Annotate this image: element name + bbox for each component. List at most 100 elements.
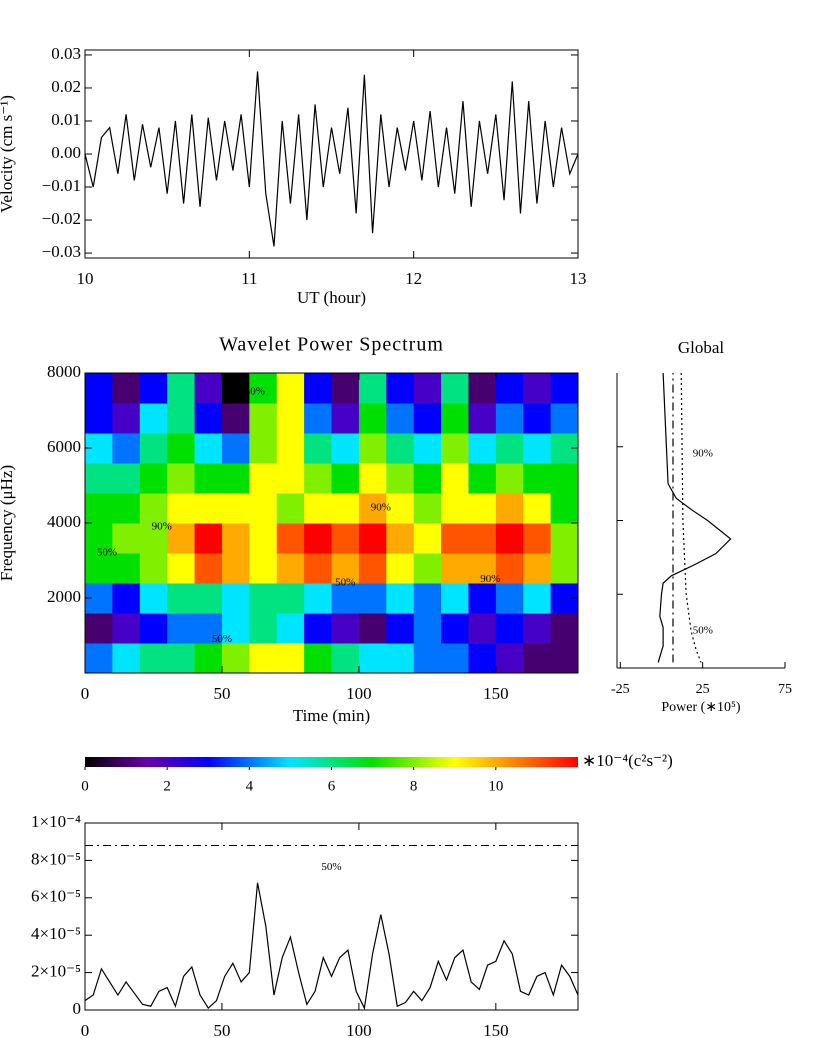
heatmap-cell: [276, 553, 305, 584]
contour-label: 90%: [371, 502, 391, 514]
y-tick-label: 4000: [47, 512, 81, 531]
heatmap-cell: [304, 613, 332, 644]
heatmap-cell: [276, 373, 305, 404]
x-tick-label: 0: [81, 684, 90, 703]
y-tick-label: 0.00: [51, 143, 81, 162]
heatmap-cell: [249, 523, 278, 554]
heatmap-cell: [249, 613, 278, 644]
heatmap-cell: [112, 403, 141, 434]
heatmap-cell: [194, 553, 223, 584]
heatmap-cell: [249, 373, 278, 404]
heatmap-cell: [386, 523, 415, 554]
heatmap-cell: [249, 433, 278, 464]
profile-line: [657, 373, 732, 663]
x-tick-label: 10: [77, 269, 94, 288]
data-line: [85, 71, 578, 247]
heatmap-cell: [495, 373, 524, 404]
heatmap-cell: [194, 463, 223, 494]
heatmap-cell: [331, 463, 360, 494]
heatmap-cell: [468, 553, 497, 584]
heatmap-cell: [523, 613, 552, 644]
y-tick-label: 1×10⁻⁴: [31, 812, 81, 831]
heatmap-cell: [221, 433, 250, 464]
contour-label: 50%: [335, 577, 355, 589]
heatmap-cell: [550, 643, 578, 673]
heatmap-cell: [304, 373, 332, 404]
heatmap-cell: [468, 583, 497, 614]
heatmap-cell: [358, 493, 387, 524]
plot-frame: [84, 49, 579, 259]
x-tick-label: 13: [570, 269, 587, 288]
heatmap-cell: [221, 523, 250, 554]
heatmap-cell: [139, 493, 168, 524]
heatmap-cell: [276, 463, 305, 494]
heatmap-cell: [221, 493, 250, 524]
heatmap-cell: [85, 553, 113, 584]
heatmap-cell: [304, 523, 332, 554]
heatmap-cell: [249, 463, 278, 494]
heatmap-cell: [550, 493, 578, 524]
heatmap-cell: [112, 433, 141, 464]
y-tick-label: 0.01: [51, 110, 81, 129]
heatmap-cell: [495, 553, 524, 584]
heatmap-cell: [112, 643, 141, 673]
heatmap-cell: [523, 373, 552, 404]
x-tick-label: 75: [778, 682, 792, 697]
heatmap-cell: [523, 493, 552, 524]
heatmap-cell: [413, 463, 442, 494]
heatmap-cell: [304, 463, 332, 494]
colorbar-tick-label: 2: [163, 778, 171, 794]
heatmap-cell: [550, 553, 578, 584]
y-axis-label: Velocity (cm s⁻¹): [0, 95, 16, 213]
heatmap-cell: [495, 583, 524, 614]
heatmap-cell: [139, 523, 168, 554]
heatmap-cell: [441, 373, 469, 404]
heatmap-cell: [221, 403, 250, 434]
y-tick-label: 8000: [47, 362, 81, 381]
heatmap-cell: [358, 433, 387, 464]
heatmap-cell: [358, 613, 387, 644]
x-tick-label: -25: [611, 682, 630, 697]
heatmap-cell: [221, 613, 250, 644]
heatmap-cell: [221, 553, 250, 584]
heatmap-cell: [167, 583, 196, 614]
heatmap-cell: [386, 613, 415, 644]
heatmap-cell: [194, 493, 223, 524]
heatmap-cell: [468, 403, 497, 434]
heatmap-cell: [523, 643, 552, 673]
heatmap-cell: [413, 583, 442, 614]
heatmap-cell: [413, 643, 442, 673]
heatmap-cell: [413, 553, 442, 584]
heatmap-cell: [304, 643, 332, 673]
x-axis-label: UT (hour): [297, 288, 366, 307]
heatmap-cell: [276, 523, 305, 554]
heatmap-cell: [139, 553, 168, 584]
data-line: [85, 882, 578, 1010]
heatmap-cell: [495, 523, 524, 554]
heatmap-cell: [331, 613, 360, 644]
heatmap-cell: [441, 493, 469, 524]
heatmap-cell: [386, 493, 415, 524]
y-tick-label: −0.03: [42, 242, 81, 261]
threshold-label: 50%: [321, 861, 341, 873]
heatmap-cell: [523, 403, 552, 434]
heatmap-cell: [85, 613, 113, 644]
heatmap-cell: [358, 523, 387, 554]
heatmap-cell: [523, 433, 552, 464]
heatmap-cell: [495, 643, 524, 673]
heatmap-cell: [386, 403, 415, 434]
heatmap-cell: [112, 493, 141, 524]
heatmap-cell: [221, 373, 250, 404]
colorbar-tick-label: 6: [328, 778, 336, 794]
x-axis-label: Power (∗10⁵): [661, 700, 741, 715]
x-tick-label: 100: [346, 1021, 372, 1038]
heatmap-cell: [386, 553, 415, 584]
heatmap-cell: [194, 433, 223, 464]
significance-label: 50%: [693, 625, 713, 637]
heatmap-cell: [386, 373, 415, 404]
heatmap-cell: [550, 373, 578, 404]
heatmap-cell: [386, 643, 415, 673]
heatmap-cell: [194, 643, 223, 673]
heatmap-cell: [139, 373, 168, 404]
